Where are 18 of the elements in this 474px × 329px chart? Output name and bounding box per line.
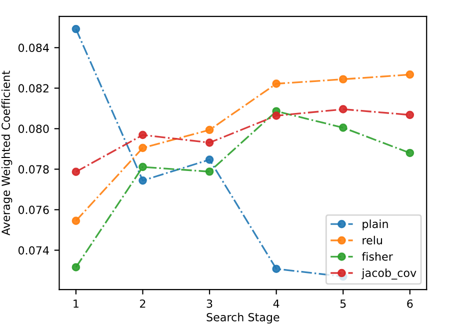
y-axis-title: Average Weighted Coefficient bbox=[1, 70, 12, 236]
x-tick-label: 5 bbox=[340, 300, 346, 308]
legend-label: plain bbox=[362, 220, 388, 230]
y-tick-label: 0.084 bbox=[18, 44, 49, 52]
x-tick-label: 6 bbox=[407, 299, 413, 308]
y-tick-label: 0.074 bbox=[18, 246, 49, 255]
legend-label: relu bbox=[362, 236, 382, 244]
x-tick-label: 4 bbox=[273, 300, 280, 308]
legend-label: jacob_cov bbox=[362, 268, 416, 280]
x-axis-title: Search Stage bbox=[206, 312, 280, 324]
x-tick-label: 2 bbox=[140, 299, 146, 308]
x-tick-label: 3 bbox=[206, 299, 212, 308]
y-tick-label: 0.078 bbox=[18, 165, 49, 174]
x-tick-label: 1 bbox=[74, 300, 78, 308]
y-tick-label: 0.076 bbox=[18, 206, 49, 214]
y-tick-label: 0.080 bbox=[18, 124, 49, 134]
y-tick-label: 0.082 bbox=[18, 84, 48, 93]
legend-label: fisher bbox=[362, 252, 393, 261]
